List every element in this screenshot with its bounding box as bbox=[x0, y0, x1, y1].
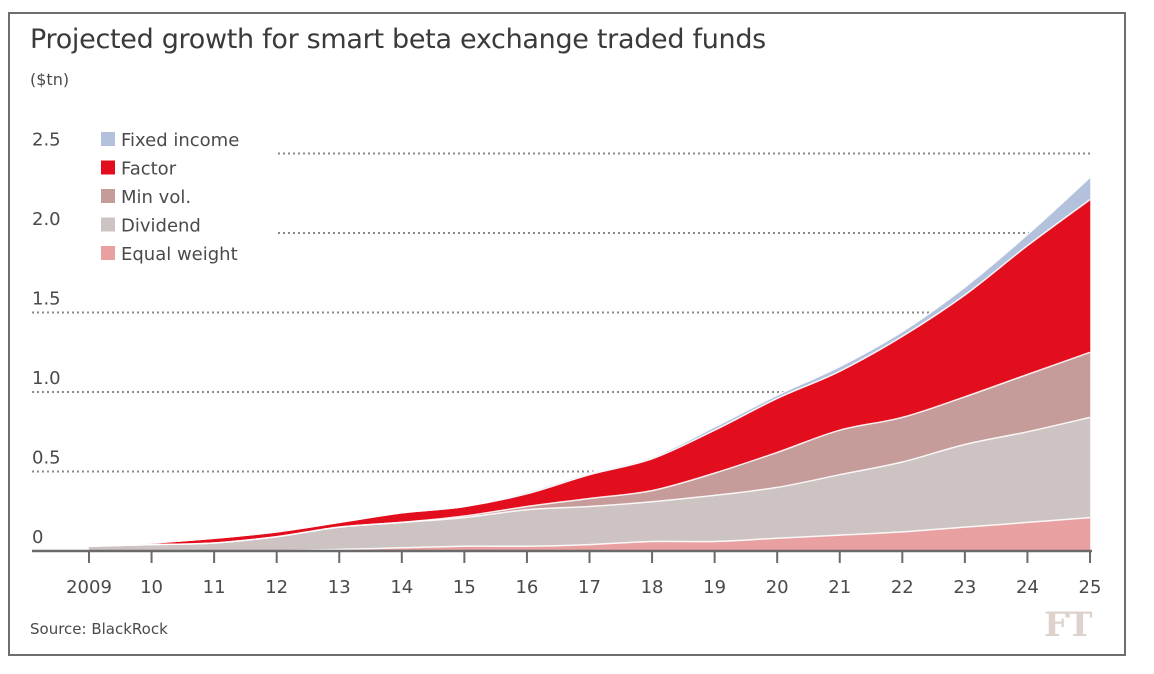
separator-fixed-income bbox=[88, 176, 1091, 547]
x-tick-label: 17 bbox=[578, 577, 601, 598]
legend-label-factor: Factor bbox=[121, 159, 177, 180]
y-tick-label: 0 bbox=[32, 527, 43, 548]
source-note: Source: BlackRock bbox=[30, 620, 168, 638]
ft-logo: FT bbox=[1044, 605, 1092, 645]
legend-swatch-dividend bbox=[101, 217, 115, 232]
x-tick-label: 13 bbox=[328, 577, 351, 598]
legend-swatch-factor bbox=[101, 160, 115, 175]
x-tick-label: 18 bbox=[641, 577, 664, 598]
x-axis bbox=[32, 549, 1092, 563]
legend-swatch-fixed-income bbox=[101, 132, 115, 146]
x-tick-label: 2009 bbox=[66, 577, 112, 598]
x-tick-label: 24 bbox=[1016, 577, 1039, 598]
x-tick-label: 19 bbox=[703, 577, 726, 598]
x-tick-label: 11 bbox=[203, 577, 226, 598]
legend-swatch-min-vol bbox=[101, 189, 115, 203]
y-axis-unit-label: ($tn) bbox=[30, 70, 70, 89]
legend-swatch-equal-weight bbox=[101, 246, 115, 260]
x-tick-label: 25 bbox=[1079, 577, 1102, 598]
x-tick-label: 23 bbox=[953, 577, 976, 598]
separator-min-vol bbox=[88, 351, 1091, 547]
y-tick-label: 2.0 bbox=[32, 209, 61, 230]
x-tick-label: 20 bbox=[766, 577, 789, 598]
x-tick-label: 10 bbox=[140, 577, 163, 598]
x-tick-label: 12 bbox=[265, 577, 288, 598]
x-tick-label: 21 bbox=[828, 577, 851, 598]
y-tick-label: 0.5 bbox=[32, 448, 61, 469]
x-tick-label: 22 bbox=[891, 577, 914, 598]
chart-title: Projected growth for smart beta exchange… bbox=[30, 24, 766, 55]
legend-label-equal-weight: Equal weight bbox=[121, 244, 238, 265]
x-tick-label: 14 bbox=[390, 577, 413, 598]
x-tick-label: 15 bbox=[453, 577, 476, 598]
y-tick-label: 2.5 bbox=[32, 130, 61, 151]
legend-label-min-vol: Min vol. bbox=[121, 187, 191, 208]
y-tick-label: 1.5 bbox=[32, 289, 61, 310]
x-axis-labels: 2009 10 11 12 13 14 15 16 17 18 19 20 21 22 23 24 25 bbox=[66, 577, 1101, 598]
x-tick-label: 16 bbox=[515, 577, 538, 598]
y-tick-label: 1.0 bbox=[32, 368, 61, 389]
legend-label-dividend: Dividend bbox=[121, 216, 201, 237]
legend: Fixed income Factor Min vol. Dividend Equal … bbox=[101, 130, 239, 265]
legend-label-fixed-income: Fixed income bbox=[121, 130, 239, 151]
y-axis-labels: 0 0.5 1.0 1.5 2.0 2.5 bbox=[32, 130, 61, 549]
